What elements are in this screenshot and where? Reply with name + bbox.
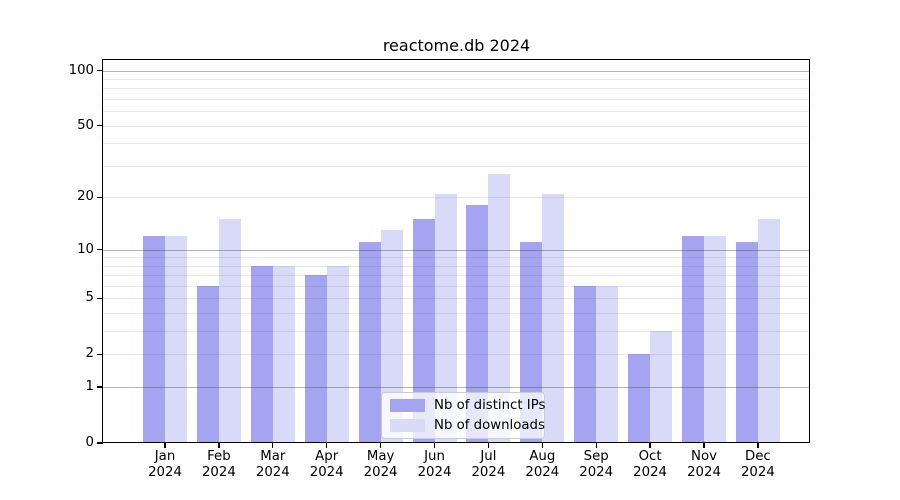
- x-tick-mark-dec: [757, 443, 759, 448]
- bar-distinct-ips-jul: [466, 205, 489, 443]
- x-tick-mark-nov: [703, 443, 705, 448]
- bar-distinct-ips-apr: [304, 275, 327, 443]
- legend-label-downloads: Nb of downloads: [434, 417, 545, 433]
- x-tick-mark-oct: [649, 443, 651, 448]
- y-tick-label-20: 20: [77, 189, 94, 205]
- x-tick-label-aug: Aug 2024: [525, 449, 560, 480]
- y-tick-label-1: 1: [85, 379, 94, 395]
- legend-label-distinct-ips: Nb of distinct IPs: [434, 397, 546, 413]
- x-tick-label-feb: Feb 2024: [201, 449, 236, 480]
- bar-downloads-feb: [218, 219, 241, 443]
- x-tick-label-nov: Nov 2024: [687, 449, 721, 480]
- y-tick-label-100: 100: [68, 62, 94, 78]
- bar-distinct-ips-dec: [735, 242, 758, 443]
- x-tick-mark-sep: [595, 443, 597, 448]
- bar-downloads-may: [380, 230, 403, 443]
- y-tick-label-5: 5: [85, 290, 94, 306]
- x-tick-mark-jun: [433, 443, 436, 448]
- y-tick-mark-10: [97, 248, 103, 251]
- x-tick-mark-mar: [272, 443, 274, 448]
- plot-area: [103, 59, 810, 444]
- bar-distinct-ips-feb: [196, 285, 219, 443]
- bar-distinct-ips-jun: [412, 219, 435, 443]
- x-tick-label-apr: Apr 2024: [309, 449, 344, 480]
- y-tick-mark-100: [97, 69, 103, 72]
- bar-downloads-nov: [704, 236, 726, 443]
- bar-distinct-ips-nov: [682, 236, 704, 443]
- y-tick-mark-50: [97, 125, 103, 127]
- legend-item-downloads: Nb of downloads: [390, 417, 545, 434]
- x-tick-mark-jul: [487, 443, 490, 448]
- x-tick-label-mar: Mar 2024: [255, 449, 290, 480]
- x-tick-label-sep: Sep 2024: [579, 449, 614, 480]
- y-tick-mark-2: [97, 353, 103, 356]
- legend-swatch-distinct-ips: [390, 399, 425, 412]
- bar-distinct-ips-mar: [250, 265, 273, 443]
- bar-downloads-jan: [165, 236, 187, 443]
- bar-distinct-ips-oct: [628, 354, 651, 443]
- bar-downloads-aug: [542, 193, 565, 443]
- x-tick-label-may: May 2024: [363, 449, 398, 480]
- x-tick-mark-feb: [218, 443, 220, 448]
- x-tick-label-jan: Jan 2024: [148, 449, 182, 480]
- bar-downloads-sep: [596, 285, 619, 443]
- y-tick-label-50: 50: [77, 117, 94, 133]
- bar-downloads-oct: [650, 331, 673, 443]
- y-tick-mark-20: [97, 196, 103, 199]
- legend-swatch-downloads: [390, 419, 425, 432]
- x-tick-mark-aug: [541, 443, 543, 448]
- x-tick-mark-apr: [326, 443, 328, 448]
- bar-downloads-jul: [488, 174, 511, 443]
- bar-downloads-apr: [326, 265, 349, 443]
- y-tick-label-10: 10: [77, 241, 94, 257]
- x-tick-mark-jan: [164, 443, 166, 448]
- bar-distinct-ips-sep: [574, 285, 597, 443]
- x-tick-label-oct: Oct 2024: [633, 449, 668, 480]
- bar-downloads-mar: [272, 265, 295, 443]
- x-tick-label-dec: Dec 2024: [740, 449, 775, 480]
- bar-distinct-ips-jan: [143, 236, 165, 443]
- chart-title: reactome.db 2024: [382, 36, 531, 55]
- legend-item-distinct-ips: Nb of distinct IPs: [390, 397, 545, 414]
- legend: Nb of distinct IPs Nb of downloads: [381, 392, 545, 439]
- y-tick-label-2: 2: [85, 346, 94, 362]
- bars-layer: [103, 60, 810, 444]
- x-tick-mark-may: [379, 443, 382, 448]
- x-tick-label-jul: Jul 2024: [471, 449, 506, 480]
- bar-distinct-ips-may: [358, 242, 381, 443]
- x-tick-label-jun: Jun 2024: [417, 449, 452, 480]
- bar-downloads-jun: [434, 193, 457, 443]
- y-tick-mark-0: [97, 442, 103, 444]
- y-tick-mark-5: [97, 297, 103, 300]
- y-tick-label-0: 0: [85, 435, 94, 450]
- bar-downloads-dec: [757, 219, 780, 443]
- y-tick-mark-1: [97, 386, 103, 388]
